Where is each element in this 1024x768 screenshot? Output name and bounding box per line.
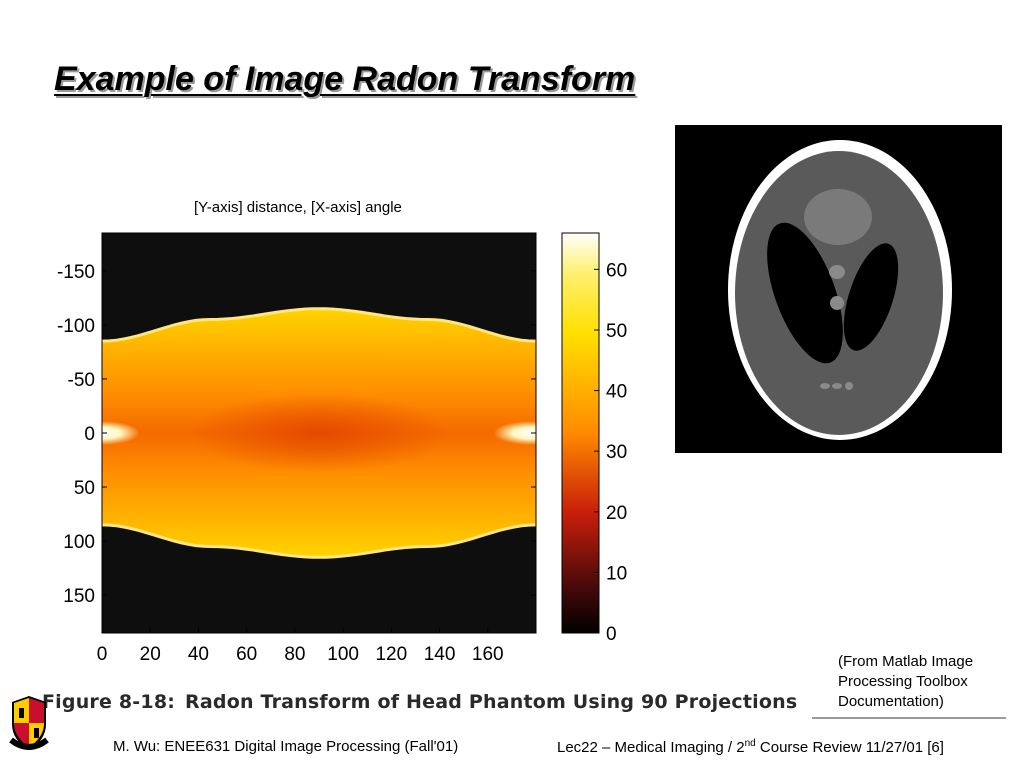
source-divider bbox=[812, 717, 1006, 719]
figure-number: Figure 8-18: bbox=[42, 691, 176, 713]
colorbar-tick-label: 40 bbox=[606, 382, 627, 403]
y-tick-label: 150 bbox=[63, 586, 95, 607]
colorbar-tick-label: 0 bbox=[606, 624, 617, 645]
phantom-dot-middle bbox=[830, 296, 844, 310]
x-tick-label: 0 bbox=[97, 644, 108, 665]
figure-caption: Figure 8-18: Radon Transform of Head Phan… bbox=[42, 691, 797, 713]
phantom-dot-center bbox=[832, 383, 842, 389]
y-tick-label: 0 bbox=[84, 424, 95, 445]
colorbar-tick-label: 20 bbox=[606, 503, 627, 524]
source-note: (From Matlab Image Processing Toolbox Do… bbox=[838, 652, 1018, 712]
source-note-line-3: Documentation) bbox=[838, 693, 944, 710]
maryland-seal-icon bbox=[9, 696, 49, 750]
footer-lecture-prefix: Lec22 – Medical Imaging / 2 bbox=[557, 739, 745, 756]
colorbar-tick-label: 60 bbox=[606, 260, 627, 281]
y-tick-label: 50 bbox=[74, 478, 95, 499]
footer-lecture-suffix: Course Review 11/27/01 [6] bbox=[755, 739, 944, 756]
x-tick-label: 120 bbox=[375, 644, 407, 665]
x-tick-label: 100 bbox=[327, 644, 359, 665]
y-tick-label: 100 bbox=[63, 532, 95, 553]
phantom-dot-upper bbox=[829, 265, 845, 279]
phantom-upper-region bbox=[804, 189, 872, 245]
phantom-left-ventricle bbox=[767, 222, 843, 364]
sinogram-lower-edge bbox=[102, 523, 536, 559]
sinogram-bright-region-1 bbox=[493, 421, 536, 445]
slide-title: Example of Image Radon Transform bbox=[54, 60, 636, 98]
x-tick-label: 40 bbox=[188, 644, 209, 665]
y-tick-label: -100 bbox=[57, 316, 95, 337]
sinogram-center-region bbox=[188, 393, 450, 473]
footer-course: M. Wu: ENEE631 Digital Image Processing … bbox=[113, 738, 459, 755]
y-tick-label: -50 bbox=[68, 370, 95, 391]
x-tick-label: 80 bbox=[284, 644, 305, 665]
colorbar-tick-label: 10 bbox=[606, 563, 627, 584]
colorbar bbox=[561, 232, 600, 634]
phantom-brain bbox=[735, 151, 943, 435]
phantom-dot-right bbox=[845, 382, 853, 390]
phantom-right-ventricle bbox=[843, 243, 899, 351]
phantom-icon bbox=[728, 140, 952, 440]
footer-lecture-sup: nd bbox=[744, 738, 756, 749]
x-tick-label: 140 bbox=[424, 644, 456, 665]
y-tick-label: -150 bbox=[57, 262, 95, 283]
colorbar-tick-label: 30 bbox=[606, 442, 627, 463]
footer-lecture: Lec22 – Medical Imaging / 2nd Course Rev… bbox=[557, 738, 944, 756]
source-note-line-2: Processing Toolbox bbox=[838, 673, 968, 690]
sinogram-bright-region-0 bbox=[102, 421, 140, 445]
x-tick-label: 160 bbox=[472, 644, 504, 665]
colorbar-tick-label: 50 bbox=[606, 321, 627, 342]
figure-title: Radon Transform of Head Phantom Using 90… bbox=[185, 691, 798, 713]
source-note-line-1: (From Matlab Image bbox=[838, 653, 974, 670]
chart-caption: [Y-axis] distance, [X-axis] angle bbox=[194, 199, 402, 216]
sinogram-upper-edge bbox=[102, 307, 536, 343]
x-tick-label: 60 bbox=[236, 644, 257, 665]
shepp-logan-phantom-image bbox=[675, 125, 1002, 453]
x-tick-label: 20 bbox=[140, 644, 161, 665]
phantom-dot-left bbox=[820, 383, 830, 389]
